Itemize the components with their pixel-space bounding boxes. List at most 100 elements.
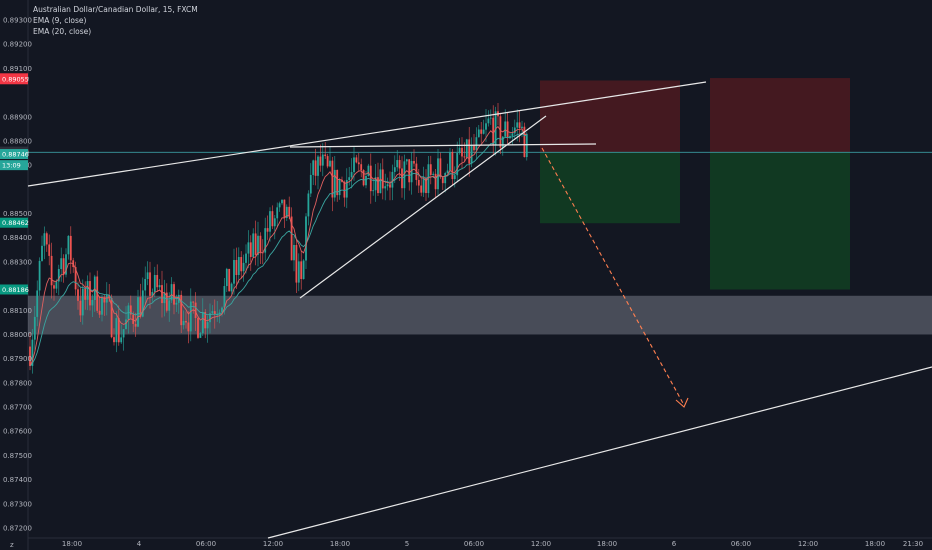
candle[interactable]: [441, 177, 444, 184]
candle[interactable]: [389, 184, 391, 188]
candle[interactable]: [309, 174, 312, 194]
stop-loss-zone-2[interactable]: [710, 78, 850, 153]
candle[interactable]: [283, 199, 286, 218]
candle[interactable]: [254, 233, 257, 255]
candle[interactable]: [134, 323, 137, 327]
candle[interactable]: [458, 147, 461, 153]
candle[interactable]: [180, 294, 183, 326]
candle[interactable]: [216, 314, 219, 316]
candle[interactable]: [449, 151, 451, 171]
candle[interactable]: [129, 305, 132, 315]
candle[interactable]: [343, 181, 346, 198]
candle[interactable]: [223, 286, 226, 308]
candle[interactable]: [31, 339, 34, 366]
candle[interactable]: [367, 165, 370, 176]
candle[interactable]: [182, 321, 185, 326]
lower-channel-line[interactable]: [267, 366, 932, 539]
candle[interactable]: [125, 319, 127, 330]
candle[interactable]: [453, 175, 456, 180]
candle[interactable]: [266, 228, 269, 232]
candle[interactable]: [293, 244, 295, 261]
candle[interactable]: [518, 122, 521, 128]
candle[interactable]: [432, 173, 435, 176]
candle[interactable]: [463, 156, 466, 158]
candle[interactable]: [264, 228, 267, 253]
candle[interactable]: [461, 147, 463, 157]
candle[interactable]: [65, 254, 67, 275]
candle[interactable]: [374, 177, 377, 191]
candle[interactable]: [247, 242, 250, 254]
candle[interactable]: [185, 321, 187, 323]
candle[interactable]: [470, 145, 473, 164]
candle[interactable]: [439, 158, 442, 178]
candle[interactable]: [237, 257, 240, 275]
candle[interactable]: [225, 268, 228, 287]
candle[interactable]: [393, 167, 396, 172]
candle[interactable]: [101, 297, 103, 315]
candle[interactable]: [132, 314, 135, 324]
candle[interactable]: [381, 169, 384, 189]
candle[interactable]: [324, 154, 327, 157]
candle[interactable]: [221, 307, 223, 313]
candle[interactable]: [242, 262, 245, 272]
candle[interactable]: [48, 244, 51, 256]
candle[interactable]: [170, 284, 173, 301]
candle[interactable]: [350, 172, 353, 178]
candle[interactable]: [321, 154, 324, 166]
candle[interactable]: [84, 288, 87, 300]
candle[interactable]: [201, 312, 204, 334]
candle[interactable]: [115, 318, 118, 343]
candle[interactable]: [103, 297, 106, 303]
candle[interactable]: [81, 288, 84, 316]
candle[interactable]: [386, 184, 389, 187]
candle[interactable]: [468, 139, 471, 164]
candle[interactable]: [55, 281, 58, 289]
candle[interactable]: [446, 170, 449, 174]
candle[interactable]: [271, 211, 274, 227]
candle[interactable]: [199, 333, 202, 338]
candle[interactable]: [278, 203, 281, 208]
candle[interactable]: [317, 156, 319, 176]
candle[interactable]: [444, 173, 447, 184]
candle[interactable]: [410, 161, 413, 183]
candle[interactable]: [67, 235, 70, 255]
candle[interactable]: [355, 157, 358, 163]
candle[interactable]: [417, 179, 420, 186]
candle[interactable]: [233, 260, 235, 284]
candle[interactable]: [345, 180, 348, 198]
candle[interactable]: [187, 322, 190, 332]
candle[interactable]: [209, 313, 211, 323]
candle[interactable]: [153, 274, 156, 292]
candle[interactable]: [396, 160, 399, 168]
candle[interactable]: [192, 301, 195, 303]
candle[interactable]: [122, 329, 125, 338]
candle[interactable]: [144, 279, 147, 291]
candle[interactable]: [194, 302, 197, 318]
candle[interactable]: [230, 283, 233, 292]
candle[interactable]: [113, 337, 115, 343]
candle[interactable]: [369, 165, 372, 192]
candle[interactable]: [465, 139, 468, 158]
candle[interactable]: [91, 300, 94, 306]
take-profit-zone-1[interactable]: [540, 152, 680, 224]
candle[interactable]: [422, 177, 425, 193]
candle[interactable]: [403, 161, 406, 189]
candle[interactable]: [257, 235, 259, 255]
candle[interactable]: [312, 160, 315, 175]
candle[interactable]: [137, 297, 139, 327]
candle[interactable]: [336, 169, 339, 196]
candle[interactable]: [290, 216, 293, 261]
candle[interactable]: [398, 160, 401, 169]
candle[interactable]: [353, 157, 355, 173]
candle[interactable]: [288, 206, 291, 217]
candle[interactable]: [86, 281, 89, 300]
candle[interactable]: [338, 179, 341, 196]
candle[interactable]: [365, 175, 367, 186]
candle[interactable]: [175, 302, 178, 305]
candle[interactable]: [525, 133, 528, 158]
candle[interactable]: [379, 169, 382, 194]
candle[interactable]: [269, 211, 271, 232]
candle[interactable]: [151, 291, 154, 296]
candle[interactable]: [43, 233, 46, 246]
